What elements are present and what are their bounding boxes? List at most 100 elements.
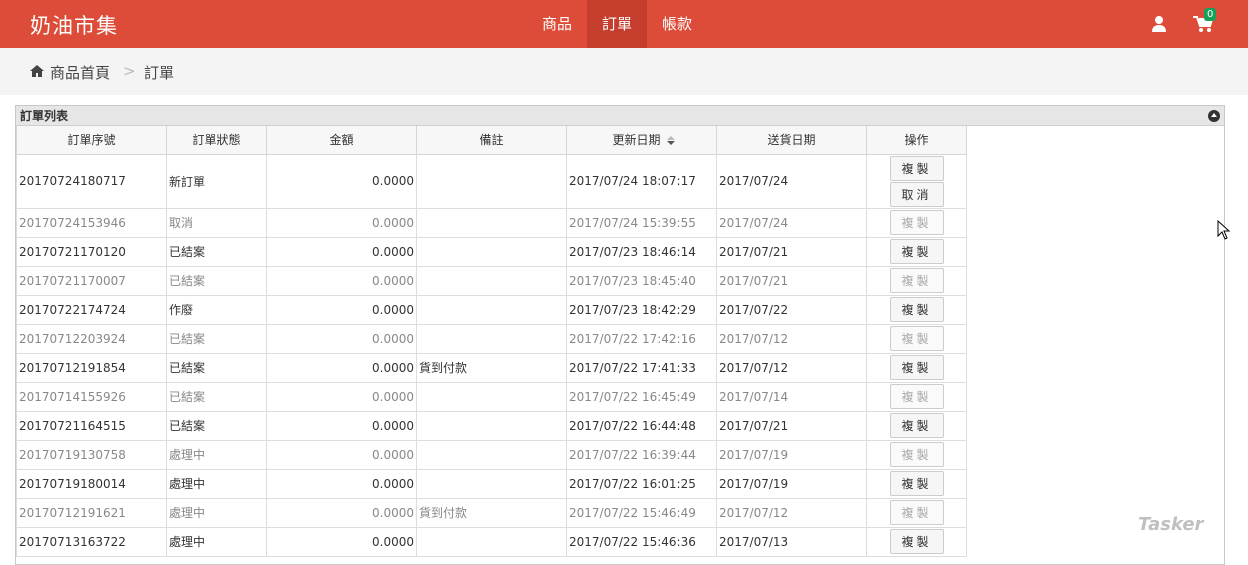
ship-date-cell: 2017/07/21 [716, 265, 867, 296]
copy-button[interactable]: 複製 [889, 471, 944, 496]
note-cell [416, 526, 567, 557]
sort-icon[interactable] [663, 135, 675, 146]
col-order-id[interactable]: 訂單序號 [16, 126, 167, 155]
col-ship-date[interactable]: 送貨日期 [716, 126, 867, 155]
copy-button[interactable]: 複製 [889, 500, 944, 525]
status-cell: 取消 [166, 207, 267, 238]
col-updated-label: 更新日期 [612, 133, 661, 148]
col-status[interactable]: 訂單狀態 [166, 126, 267, 155]
updated-cell: 2017/07/23 18:46:14 [566, 236, 717, 267]
status-cell: 已結案 [166, 265, 267, 296]
status-cell: 處理中 [166, 526, 267, 557]
note-cell [416, 381, 567, 412]
table-row[interactable]: 20170719130758 處理中 0.0000 2017/07/22 16:39:… [16, 439, 967, 470]
actions-cell: 複製 [866, 294, 967, 325]
copy-button[interactable]: 複製 [889, 529, 944, 554]
status-cell: 已結案 [166, 381, 267, 412]
ship-date-cell: 2017/07/12 [716, 323, 867, 354]
ship-date-cell: 2017/07/24 [716, 153, 867, 209]
amount-cell: 0.0000 [266, 410, 417, 441]
table-row[interactable]: 20170712191621 處理中 0.0000 貨到付款 2017/07/22 15… [16, 497, 967, 528]
table-row[interactable]: 20170713163722 處理中 0.0000 2017/07/22 15:46:… [16, 526, 967, 557]
collapse-icon[interactable] [1208, 110, 1220, 122]
table-row[interactable]: 20170721170120 已結案 0.0000 2017/07/23 18:46:… [16, 236, 967, 267]
ship-date-cell: 2017/07/12 [716, 352, 867, 383]
status-cell: 作廢 [166, 294, 267, 325]
amount-cell: 0.0000 [266, 352, 417, 383]
copy-button[interactable]: 複製 [889, 442, 944, 467]
actions-cell: 複製 [866, 468, 967, 499]
amount-cell: 0.0000 [266, 153, 417, 209]
nav-menu: 商品 訂單 帳款 [527, 0, 707, 48]
watermark-logo: Tasker [1138, 514, 1204, 535]
copy-button[interactable]: 複製 [889, 239, 944, 264]
copy-button[interactable]: 複製 [889, 326, 944, 351]
nav-item-products[interactable]: 商品 [542, 15, 573, 33]
updated-cell: 2017/07/23 18:42:29 [566, 294, 717, 325]
updated-cell: 2017/07/22 15:46:49 [566, 497, 717, 528]
order-id-cell: 20170724180717 [16, 153, 167, 209]
col-updated[interactable]: 更新日期 [566, 126, 717, 155]
copy-button[interactable]: 複製 [889, 413, 944, 438]
table-row[interactable]: 20170719180014 處理中 0.0000 2017/07/22 16:01:… [16, 468, 967, 499]
order-id-cell: 20170714155926 [16, 381, 167, 412]
home-icon [30, 65, 44, 77]
mouse-cursor-icon [1217, 220, 1231, 240]
order-id-cell: 20170722174724 [16, 294, 167, 325]
brand-logo[interactable]: 奶油市集 [30, 14, 118, 38]
table-row[interactable]: 20170712203924 已結案 0.0000 2017/07/22 17:42:… [16, 323, 967, 354]
cancel-button[interactable]: 取消 [889, 181, 944, 207]
nav-item-accounts[interactable]: 帳款 [662, 15, 693, 33]
updated-cell: 2017/07/22 16:44:48 [566, 410, 717, 441]
nav-item-orders[interactable]: 訂單 [587, 0, 648, 48]
updated-cell: 2017/07/23 18:45:40 [566, 265, 717, 296]
copy-button[interactable]: 複製 [889, 268, 944, 293]
updated-cell: 2017/07/24 15:39:55 [566, 207, 717, 238]
amount-cell: 0.0000 [266, 526, 417, 557]
table-row[interactable]: 20170724180717 新訂單 0.0000 2017/07/24 18:07:… [16, 153, 967, 209]
copy-button[interactable]: 複製 [889, 355, 944, 380]
note-cell [416, 294, 567, 325]
copy-button[interactable]: 複製 [889, 384, 944, 409]
table-row[interactable]: 20170721164515 已結案 0.0000 2017/07/22 16:44:… [16, 410, 967, 441]
order-id-cell: 20170721170120 [16, 236, 167, 267]
note-cell [416, 468, 567, 499]
note-cell: 貨到付款 [416, 497, 567, 528]
table-row[interactable]: 20170714155926 已結案 0.0000 2017/07/22 16:45:… [16, 381, 967, 412]
amount-cell: 0.0000 [266, 323, 417, 354]
note-cell [416, 410, 567, 441]
user-icon[interactable] [1151, 15, 1167, 33]
ship-date-cell: 2017/07/21 [716, 410, 867, 441]
order-id-cell: 20170719130758 [16, 439, 167, 470]
copy-button[interactable]: 複製 [889, 155, 944, 181]
status-cell: 處理中 [166, 439, 267, 470]
orders-table: 訂單序號 訂單狀態 金額 備註 更新日期 送貨日期 操作 20170724180… [16, 126, 967, 557]
order-id-cell: 20170719180014 [16, 468, 167, 499]
breadcrumb-home[interactable]: 商品首頁 [50, 64, 111, 82]
actions-cell: 複製 [866, 265, 967, 296]
copy-button[interactable]: 複製 [889, 297, 944, 322]
order-id-cell: 20170721164515 [16, 410, 167, 441]
updated-cell: 2017/07/22 16:45:49 [566, 381, 717, 412]
actions-cell: 複製 [866, 236, 967, 267]
ship-date-cell: 2017/07/22 [716, 294, 867, 325]
table-row[interactable]: 20170721170007 已結案 0.0000 2017/07/23 18:45:… [16, 265, 967, 296]
copy-button[interactable]: 複製 [889, 210, 944, 235]
amount-cell: 0.0000 [266, 265, 417, 296]
table-row[interactable]: 20170724153946 取消 0.0000 2017/07/24 15:39:5… [16, 207, 967, 238]
updated-cell: 2017/07/22 17:41:33 [566, 352, 717, 383]
amount-cell: 0.0000 [266, 439, 417, 470]
actions-cell: 複製 [866, 207, 967, 238]
col-amount[interactable]: 金額 [266, 126, 417, 155]
note-cell [416, 207, 567, 238]
panel-header: 訂單列表 [16, 106, 1224, 126]
table-row[interactable]: 20170712191854 已結案 0.0000 貨到付款 2017/07/22 17… [16, 352, 967, 383]
col-note[interactable]: 備註 [416, 126, 567, 155]
updated-cell: 2017/07/22 15:46:36 [566, 526, 717, 557]
actions-cell: 複製 [866, 439, 967, 470]
status-cell: 已結案 [166, 410, 267, 441]
table-row[interactable]: 20170722174724 作廢 0.0000 2017/07/23 18:42:2… [16, 294, 967, 325]
actions-cell: 複製 取消 [866, 153, 967, 209]
breadcrumb-separator: > [123, 62, 136, 80]
status-cell: 已結案 [166, 323, 267, 354]
